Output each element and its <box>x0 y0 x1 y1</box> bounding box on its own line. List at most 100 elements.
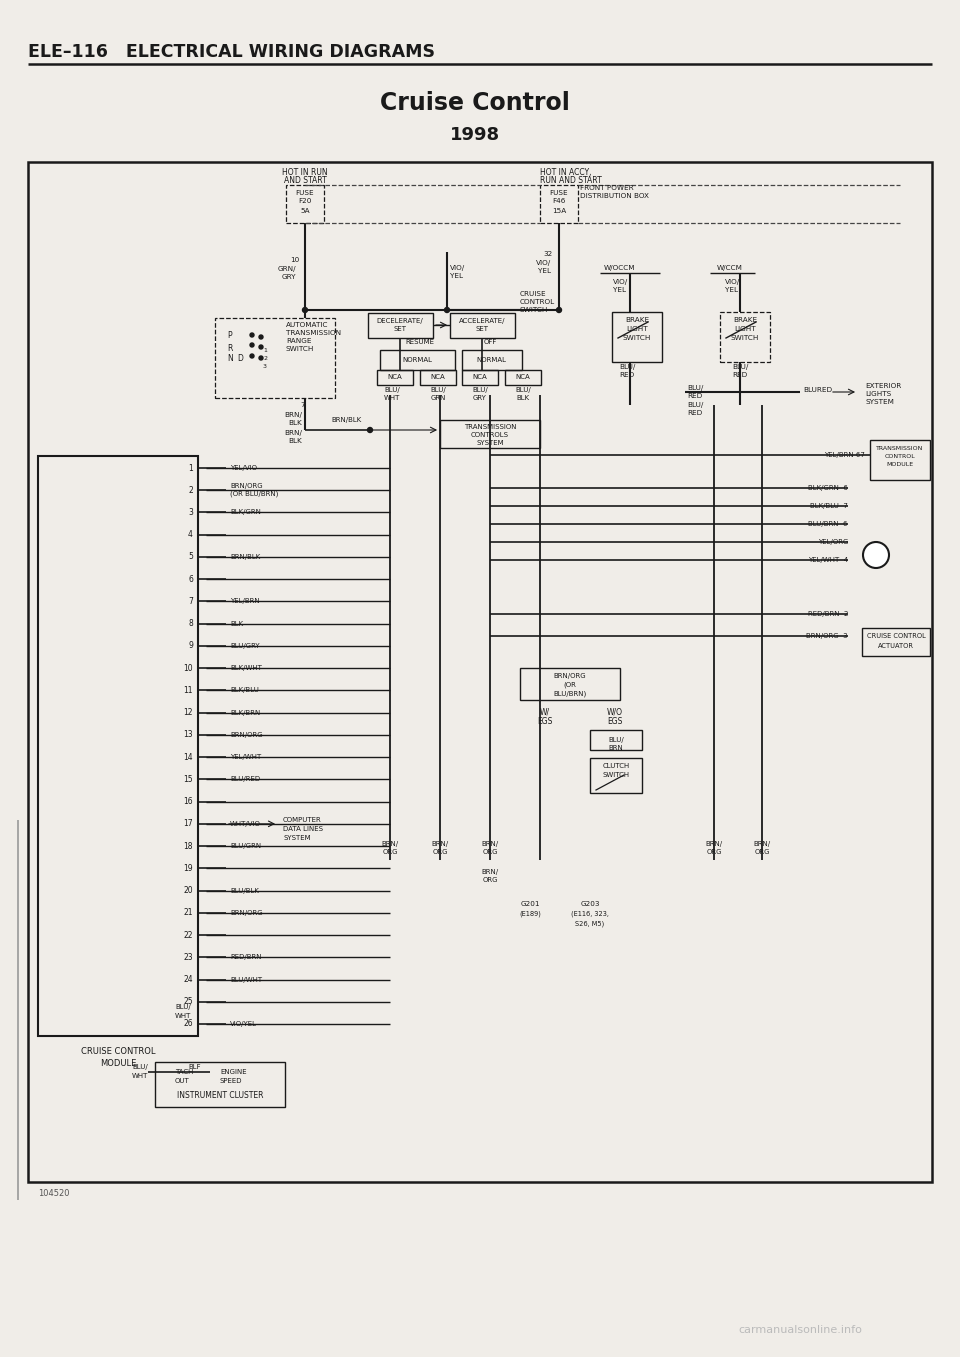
Circle shape <box>302 308 307 312</box>
Bar <box>368 313 433 338</box>
Text: SWITCH: SWITCH <box>603 772 630 778</box>
Text: EGS: EGS <box>538 716 553 726</box>
Text: 5A: 5A <box>300 208 310 214</box>
Text: BLU/WHT: BLU/WHT <box>230 977 262 982</box>
Text: BLK/BRN: BLK/BRN <box>230 710 260 715</box>
Text: F46: F46 <box>552 198 565 204</box>
Text: MODULE: MODULE <box>100 1058 136 1068</box>
Text: 11: 11 <box>183 685 193 695</box>
Text: NCA: NCA <box>516 375 530 380</box>
Text: BRN/: BRN/ <box>481 841 498 847</box>
Text: 26: 26 <box>183 1019 193 1029</box>
Text: BRN/ORG: BRN/ORG <box>230 731 263 738</box>
Text: 25: 25 <box>183 997 193 1007</box>
Bar <box>380 350 455 370</box>
Text: WHT/VIO: WHT/VIO <box>230 821 261 826</box>
Text: 1998: 1998 <box>450 126 500 144</box>
Text: ELE–116   ELECTRICAL WIRING DIAGRAMS: ELE–116 ELECTRICAL WIRING DIAGRAMS <box>28 43 435 61</box>
Text: G203: G203 <box>580 901 600 906</box>
Text: (E116, 323,: (E116, 323, <box>571 911 609 917</box>
Text: VIO/: VIO/ <box>613 280 628 285</box>
Text: BLK/GRN: BLK/GRN <box>230 509 261 516</box>
Text: NCA: NCA <box>472 375 488 380</box>
Text: RED/BRN: RED/BRN <box>230 954 261 961</box>
Bar <box>590 759 642 792</box>
Text: SET: SET <box>394 326 406 332</box>
Text: BLU/: BLU/ <box>132 1064 148 1071</box>
Text: VIO/: VIO/ <box>450 265 466 271</box>
Text: RUN AND START: RUN AND START <box>540 175 602 185</box>
Text: BLK: BLK <box>516 395 530 402</box>
Text: W/OCCM: W/OCCM <box>604 265 636 271</box>
Text: 2: 2 <box>263 356 267 361</box>
Text: 14: 14 <box>183 753 193 761</box>
Bar <box>38 456 198 1035</box>
Text: ORG: ORG <box>707 849 722 855</box>
Text: NORMAL: NORMAL <box>402 357 432 364</box>
Text: 17: 17 <box>183 820 193 828</box>
Bar <box>505 370 541 385</box>
Bar <box>462 370 498 385</box>
Text: BLK/BLU  7: BLK/BLU 7 <box>810 503 848 509</box>
Text: WHT: WHT <box>132 1073 148 1079</box>
Text: 104520: 104520 <box>38 1189 69 1197</box>
Circle shape <box>250 343 254 347</box>
Text: 4: 4 <box>188 531 193 539</box>
Text: YEL/ORG: YEL/ORG <box>818 539 848 546</box>
Text: BLK: BLK <box>230 620 243 627</box>
Circle shape <box>250 332 254 337</box>
Text: YEL: YEL <box>613 286 626 293</box>
Text: TACH: TACH <box>175 1069 193 1075</box>
Text: GRN/: GRN/ <box>277 266 296 271</box>
Text: SYSTEM: SYSTEM <box>865 399 894 404</box>
Text: TRANSMISSION: TRANSMISSION <box>286 330 341 337</box>
Text: F20: F20 <box>299 198 312 204</box>
Text: DECELERATE/: DECELERATE/ <box>376 318 423 324</box>
Text: HOT IN RUN: HOT IN RUN <box>282 167 327 176</box>
Text: VIO/: VIO/ <box>725 280 740 285</box>
Text: YEL/WHT: YEL/WHT <box>230 754 261 760</box>
Text: BLK/BLU: BLK/BLU <box>230 688 259 693</box>
Text: 22: 22 <box>183 931 193 939</box>
Text: ORG: ORG <box>482 877 497 883</box>
Text: 13: 13 <box>183 730 193 740</box>
Text: Cruise Control: Cruise Control <box>380 91 570 115</box>
Text: ACCELERATE/: ACCELERATE/ <box>459 318 505 324</box>
Circle shape <box>259 335 263 339</box>
Text: SYSTEM: SYSTEM <box>283 835 311 841</box>
Bar <box>520 668 620 700</box>
Text: S26, M5): S26, M5) <box>575 921 605 927</box>
Text: DATA LINES: DATA LINES <box>283 826 323 832</box>
Text: 12: 12 <box>183 708 193 716</box>
Text: ENGINE: ENGINE <box>220 1069 247 1075</box>
Text: BLU/BRN  6: BLU/BRN 6 <box>808 521 848 527</box>
Bar <box>540 185 578 223</box>
Bar <box>28 161 932 1182</box>
Text: ORG: ORG <box>382 849 397 855</box>
Text: 15: 15 <box>183 775 193 784</box>
Text: 5: 5 <box>188 552 193 562</box>
Text: FUSE: FUSE <box>296 190 314 195</box>
Text: 18: 18 <box>183 841 193 851</box>
Text: WHT: WHT <box>175 1012 191 1019</box>
Text: RED: RED <box>619 372 635 379</box>
Text: SWITCH: SWITCH <box>520 307 548 313</box>
Text: NCA: NCA <box>431 375 445 380</box>
Text: W/CCM: W/CCM <box>717 265 743 271</box>
Text: BLU/: BLU/ <box>430 387 445 394</box>
Text: BRN/: BRN/ <box>431 841 448 847</box>
Text: carmanualsonline.info: carmanualsonline.info <box>738 1324 862 1335</box>
Circle shape <box>259 345 263 349</box>
Text: LIGHT: LIGHT <box>626 326 648 332</box>
Text: SPEED: SPEED <box>220 1077 243 1084</box>
Circle shape <box>444 308 449 312</box>
Text: BLURED: BLURED <box>803 387 832 394</box>
Bar <box>440 421 540 448</box>
Text: SWITCH: SWITCH <box>623 335 651 341</box>
Text: RED/BRN  2: RED/BRN 2 <box>807 611 848 617</box>
Text: EGS: EGS <box>608 716 623 726</box>
Text: MODULE: MODULE <box>886 461 914 467</box>
Text: WHT: WHT <box>384 395 400 402</box>
Text: YEL: YEL <box>538 267 551 274</box>
Bar <box>862 628 930 655</box>
